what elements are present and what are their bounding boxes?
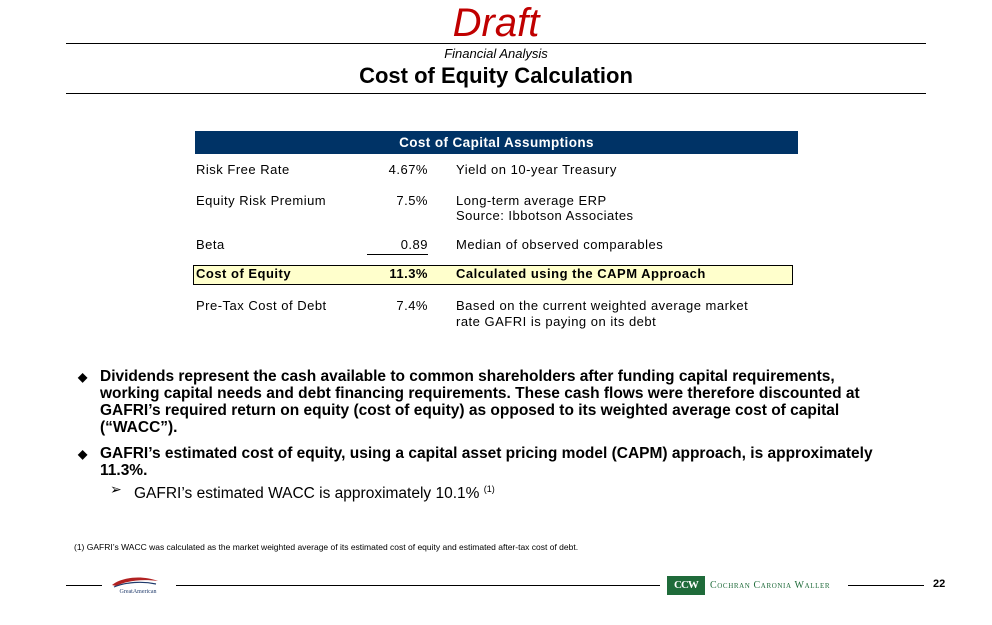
beta-label: Beta xyxy=(196,237,225,252)
sub-bullet-text: GAFRI’s estimated WACC is approximately … xyxy=(134,485,484,503)
beta-value: 0.89 xyxy=(367,237,428,255)
title-rule xyxy=(66,93,926,94)
risk-free-rate-value: 4.67% xyxy=(388,162,428,177)
diamond-bullet-icon: ◆ xyxy=(78,370,88,384)
bullet-text: Dividends represent the cash available t… xyxy=(100,368,860,436)
ccw-logo-text: Cochran Caronia Waller xyxy=(710,580,831,591)
sub-bullet-item: ➢ GAFRI’s estimated WACC is approximatel… xyxy=(78,481,898,502)
ccw-logo-mark: CCW xyxy=(667,576,705,595)
bullet-text: GAFRI’s estimated cost of equity, using … xyxy=(100,445,873,479)
cost-of-equity-desc: Calculated using the CAPM Approach xyxy=(456,266,706,281)
cost-of-equity-value: 11.3% xyxy=(389,266,428,281)
equity-risk-premium-value: 7.5% xyxy=(396,193,428,208)
draft-watermark: Draft xyxy=(452,1,540,45)
page-title: Cost of Equity Calculation xyxy=(359,63,633,88)
arrow-bullet-icon: ➢ xyxy=(110,481,122,497)
equity-risk-premium-label: Equity Risk Premium xyxy=(196,193,327,208)
bullet-list: ◆ Dividends represent the cash available… xyxy=(78,368,898,502)
cost-of-equity-highlight xyxy=(193,265,793,285)
risk-free-rate-desc: Yield on 10-year Treasury xyxy=(456,162,617,177)
page-number: 22 xyxy=(933,578,946,590)
equity-risk-premium-desc: Long-term average ERP xyxy=(456,193,607,208)
footer-rule-middle xyxy=(176,585,660,586)
header-rule xyxy=(66,43,926,44)
cost-of-debt-desc: Based on the current weighted average ma… xyxy=(456,298,749,313)
footer-rule-left xyxy=(66,585,102,586)
bullet-item: ◆ GAFRI’s estimated cost of equity, usin… xyxy=(78,445,898,479)
footnote-ref: (1) xyxy=(483,484,495,494)
assumptions-table-header: Cost of Capital Assumptions xyxy=(195,131,798,154)
risk-free-rate-label: Risk Free Rate xyxy=(196,162,290,177)
bullet-item: ◆ Dividends represent the cash available… xyxy=(78,368,898,436)
cost-of-debt-desc-line2: rate GAFRI is paying on its debt xyxy=(456,314,657,329)
cost-of-debt-value: 7.4% xyxy=(396,298,428,313)
cost-of-debt-label: Pre-Tax Cost of Debt xyxy=(196,298,327,313)
equity-risk-premium-source: Source: Ibbotson Associates xyxy=(456,208,634,223)
section-subtitle: Financial Analysis xyxy=(444,46,548,61)
beta-desc: Median of observed comparables xyxy=(456,237,664,252)
great-american-logo: GreatAmerican xyxy=(112,577,158,595)
footer-rule-right xyxy=(848,585,924,586)
diamond-bullet-icon: ◆ xyxy=(78,447,88,461)
footnote: (1) GAFRI’s WACC was calculated as the m… xyxy=(74,542,579,552)
cost-of-equity-label: Cost of Equity xyxy=(196,266,292,281)
great-american-logo-text: GreatAmerican xyxy=(120,589,157,595)
